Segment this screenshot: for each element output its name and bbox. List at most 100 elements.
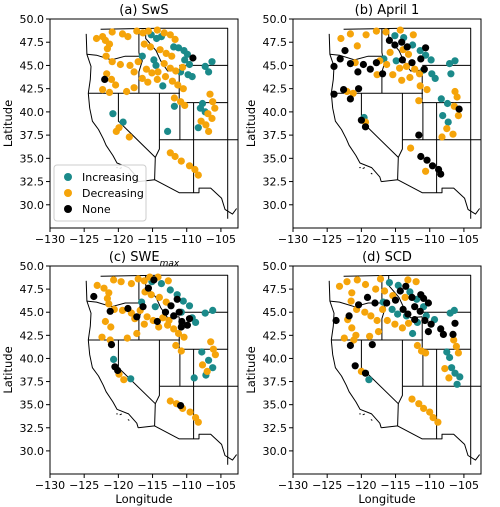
y-axis-label: Latitude (244, 100, 258, 147)
x-tick-label: −110 (172, 233, 202, 246)
data-point-none (408, 293, 416, 301)
data-point-decreasing (185, 162, 194, 170)
data-point-decreasing (162, 49, 170, 58)
data-point-decreasing (211, 104, 219, 112)
data-point-none (415, 131, 423, 139)
data-point-none (371, 299, 379, 307)
data-point-decreasing (177, 157, 185, 165)
y-axis-label: Latitude (1, 346, 15, 393)
data-point-increasing (427, 56, 435, 64)
data-point-increasing (209, 364, 217, 372)
data-point-none (404, 310, 412, 318)
data-point-increasing (151, 303, 159, 311)
data-point-decreasing (125, 133, 133, 141)
state-boundary (362, 413, 365, 416)
y-tick-label: 40.0 (20, 352, 45, 365)
data-point-decreasing (402, 62, 411, 70)
data-point-decreasing (181, 101, 189, 109)
data-point-increasing (170, 102, 178, 110)
data-point-none (424, 299, 432, 307)
data-point-decreasing (123, 87, 131, 96)
data-point-increasing (157, 280, 165, 288)
data-point-none (114, 366, 122, 375)
data-point-increasing (192, 318, 200, 326)
x-tick-label: −125 (312, 233, 342, 246)
data-point-decreasing (415, 400, 423, 408)
data-point-none (428, 162, 437, 170)
x-tick-label: −105 (206, 233, 236, 246)
data-point-decreasing (346, 30, 354, 38)
data-point-decreasing (343, 278, 351, 286)
state-boundary (370, 419, 373, 421)
axes-frame (49, 18, 239, 229)
data-point-none (139, 303, 147, 311)
data-point-decreasing (171, 35, 179, 44)
data-point-increasing (450, 306, 458, 314)
data-point-increasing (198, 348, 206, 356)
data-point-decreasing (372, 27, 380, 35)
data-point-increasing (119, 118, 127, 126)
x-tick-label: −130 (278, 479, 308, 492)
data-point-decreasing (148, 69, 156, 77)
x-tick-label: −120 (346, 479, 376, 492)
data-point-decreasing (164, 277, 172, 285)
data-point-decreasing (408, 395, 416, 403)
data-point-none (427, 320, 435, 328)
y-tick-label: 47.5 (20, 283, 45, 296)
data-point-none (175, 308, 183, 316)
data-point-decreasing (452, 342, 460, 350)
data-point-none (153, 317, 161, 326)
data-point-decreasing (449, 130, 457, 138)
state-boundary (154, 139, 160, 158)
data-point-decreasing (209, 345, 217, 353)
y-tick-label: 35.0 (20, 152, 45, 165)
data-point-increasing (451, 57, 459, 65)
data-point-none (330, 62, 338, 70)
data-point-decreasing (348, 289, 356, 297)
data-point-decreasing (383, 316, 391, 325)
data-point-decreasing (105, 289, 113, 297)
data-point-increasing (416, 47, 424, 55)
data-point-increasing (439, 112, 447, 120)
data-point-decreasing (93, 281, 101, 289)
y-tick-label: 40.0 (20, 106, 45, 119)
data-point-increasing (159, 82, 167, 90)
data-point-decreasing (118, 30, 127, 38)
data-point-decreasing (116, 60, 124, 69)
data-point-none (177, 402, 185, 410)
series-increasing (109, 31, 216, 135)
data-point-none (355, 85, 363, 93)
data-point-none (90, 292, 98, 301)
data-point-decreasing (367, 312, 375, 320)
data-point-decreasing (102, 52, 110, 60)
data-point-decreasing (347, 297, 355, 305)
y-axis-label: Latitude (244, 346, 258, 393)
data-point-decreasing (205, 127, 213, 135)
data-point-decreasing (423, 86, 431, 94)
series-decreasing (92, 26, 219, 179)
data-point-none (189, 54, 197, 62)
state-boundary (85, 280, 139, 428)
data-point-increasing (391, 32, 399, 40)
y-tick-label: 45.0 (20, 59, 45, 72)
state-boundary (328, 280, 382, 428)
state-boundary (343, 27, 472, 219)
data-point-increasing (185, 60, 194, 69)
x-tick-label: −110 (415, 479, 445, 492)
data-point-decreasing (203, 367, 211, 375)
data-point-increasing (388, 305, 396, 313)
state-boundary (362, 167, 366, 170)
data-point-decreasing (361, 308, 369, 316)
data-point-decreasing (168, 77, 176, 85)
data-point-decreasing (340, 334, 348, 342)
data-point-decreasing (373, 71, 381, 79)
data-point-decreasing (147, 291, 155, 299)
data-point-decreasing (420, 404, 428, 412)
data-point-decreasing (379, 305, 387, 313)
x-tick-label: −120 (346, 233, 376, 246)
y-tick-label: 37.5 (263, 376, 288, 389)
data-point-increasing (208, 58, 216, 66)
data-point-decreasing (398, 324, 406, 332)
x-tick-label: −125 (312, 479, 342, 492)
data-point-decreasing (133, 329, 141, 338)
